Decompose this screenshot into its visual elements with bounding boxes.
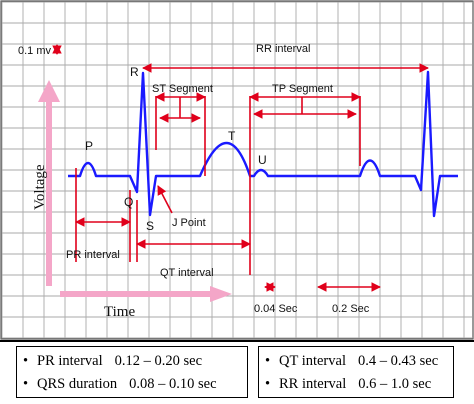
ecg-grid xyxy=(0,0,474,340)
legend-value: 0.6 – 1.0 sec xyxy=(358,376,432,392)
tp-segment-label: TP Segment xyxy=(272,83,333,95)
legend-name: QRS duration xyxy=(37,376,118,392)
interval-markers xyxy=(52,44,429,292)
bullet: • xyxy=(265,376,271,392)
legend-value: 0.4 – 0.43 sec xyxy=(357,353,439,369)
legend-name: QT interval xyxy=(279,353,346,369)
legend-box-right: • QT interval 0.4 – 0.43 sec • RR interv… xyxy=(258,346,454,398)
time-axis-arrow xyxy=(60,286,232,302)
wave-q-label: Q xyxy=(124,195,133,209)
ecg-diagram: 0.1 mv RR interval ST Segment TP Segment… xyxy=(0,0,474,340)
voltage-axis-arrow xyxy=(38,80,60,286)
sec-004-label: 0.04 Sec xyxy=(254,303,298,315)
legend-row-pr: • PR interval 0.12 – 0.20 sec xyxy=(23,350,241,373)
legend-name: RR interval xyxy=(279,376,347,392)
bullet: • xyxy=(265,353,271,369)
pr-interval-label: PR interval xyxy=(66,249,120,261)
legend-box-left: • PR interval 0.12 – 0.20 sec • QRS dura… xyxy=(16,346,248,398)
scale-mv-label: 0.1 mv xyxy=(18,45,52,57)
grid-border xyxy=(0,0,474,340)
legend-row-qt: • QT interval 0.4 – 0.43 sec xyxy=(265,350,447,373)
axis-arrows xyxy=(38,80,232,302)
wave-s-label: S xyxy=(146,219,154,233)
qt-interval-label: QT interval xyxy=(160,267,214,279)
legend-value: 0.08 – 0.10 sec xyxy=(129,376,217,392)
bullet: • xyxy=(23,353,29,369)
wave-t-label: T xyxy=(228,129,236,143)
reference-values-legend: • PR interval 0.12 – 0.20 sec • QRS dura… xyxy=(0,340,474,404)
legend-row-rr: • RR interval 0.6 – 1.0 sec xyxy=(265,373,447,396)
legend-name: PR interval xyxy=(37,353,103,369)
legend-row-qrs: • QRS duration 0.08 – 0.10 sec xyxy=(23,373,241,396)
legend-value: 0.12 – 0.20 sec xyxy=(114,353,203,369)
wave-p-label: P xyxy=(85,139,93,153)
st-segment-label: ST Segment xyxy=(152,83,213,95)
j-point-label: J Point xyxy=(172,217,206,229)
rr-interval-label: RR interval xyxy=(256,43,310,55)
wave-r-label: R xyxy=(130,65,139,79)
voltage-axis-label: Voltage xyxy=(32,164,48,210)
wave-u-label: U xyxy=(258,153,267,167)
bullet: • xyxy=(23,376,29,392)
time-axis-label: Time xyxy=(104,304,135,320)
sec-02-label: 0.2 Sec xyxy=(332,303,370,315)
